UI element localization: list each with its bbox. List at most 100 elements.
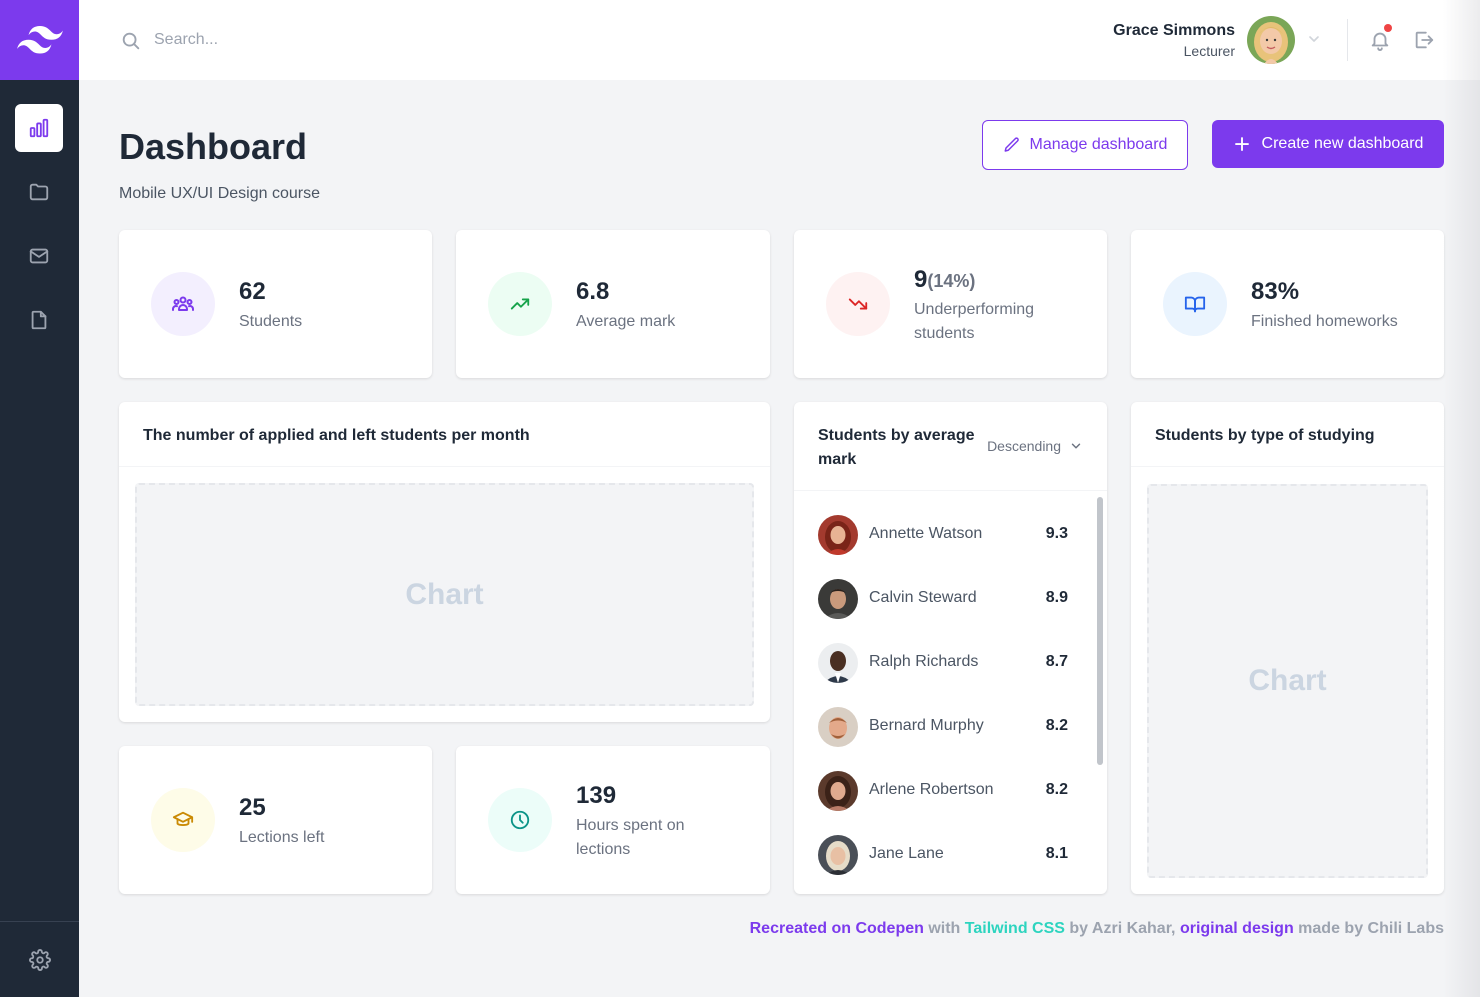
document-icon: [31, 310, 47, 330]
average-mark-icon-circle: [488, 272, 552, 336]
credits-footer: Recreated on Codepen with Tailwind CSS b…: [750, 920, 1444, 938]
underperforming-icon-circle: [826, 272, 890, 336]
student-name: Arlene Robertson: [869, 781, 994, 798]
hours-value: 139: [576, 782, 617, 809]
applied-left-chart: Chart: [135, 483, 754, 706]
list-item: Arlene Robertson 8.2: [818, 771, 1068, 811]
students-by-type-chart: Chart: [1147, 484, 1428, 878]
students-by-type-title: Students by type of studying: [1155, 427, 1375, 444]
student-name: Calvin Steward: [869, 589, 977, 606]
panel-divider: [1131, 466, 1444, 467]
stat-card-homeworks: 83% Finished homeworks: [1131, 230, 1444, 378]
search-input[interactable]: [154, 28, 454, 52]
stat-card-students: 62 Students: [119, 230, 432, 378]
user-name: Grace Simmons: [1113, 22, 1235, 39]
chili-labs-text: Chili Labs: [1367, 920, 1444, 937]
stat-card-average-mark: 6.8 Average mark: [456, 230, 770, 378]
student-name: Annette Watson: [869, 525, 983, 542]
folder-icon: [29, 183, 49, 201]
student-score: 8.9: [1045, 589, 1068, 606]
panel-divider: [794, 490, 1107, 491]
tailwind-logo-icon: [16, 26, 63, 54]
list-item: Annette Watson 9.3: [818, 515, 1068, 555]
page-subtitle: Mobile UX/UI Design course: [119, 185, 320, 202]
open-book-icon: [1184, 296, 1206, 313]
applied-left-panel: The number of applied and left students …: [119, 402, 770, 722]
underperforming-count: 9: [914, 266, 928, 293]
sidebar-settings[interactable]: [0, 921, 79, 997]
hours-label: Hours spent on lections: [576, 817, 685, 858]
plus-icon: [1234, 137, 1249, 151]
gear-icon: [28, 948, 51, 971]
students-label: Students: [239, 313, 303, 330]
pencil-icon: [1004, 137, 1019, 152]
avatar: [818, 643, 858, 683]
trending-down-icon: [848, 298, 868, 310]
chevron-down-icon[interactable]: [1306, 31, 1322, 47]
average-mark-label: Average mark: [576, 313, 676, 330]
stat-card-lections: 25 Lections left: [119, 746, 432, 894]
search-icon: [122, 32, 140, 50]
list-item: Ralph Richards 8.7: [818, 643, 1068, 683]
create-dashboard-button[interactable]: Create new dashboard: [1212, 120, 1444, 168]
original-design-link[interactable]: original design: [1179, 920, 1294, 937]
manage-dashboard-label: Manage dashboard: [1029, 136, 1168, 153]
homeworks-label: Finished homeworks: [1251, 313, 1398, 330]
student-score: 8.7: [1045, 653, 1068, 670]
nav-item-messages[interactable]: [15, 232, 63, 280]
average-mark-value: 6.8: [576, 278, 610, 305]
header-divider: [1347, 19, 1348, 61]
list-scrollbar-thumb[interactable]: [1097, 497, 1103, 765]
page-scroll-shade: [1443, 0, 1480, 997]
underperforming-value: 9(14%): [914, 266, 975, 294]
graduation-cap-icon: [172, 811, 194, 826]
panel-divider: [119, 466, 770, 467]
underperforming-percent: (14%): [927, 271, 976, 291]
list-item: Bernard Murphy 8.2: [818, 707, 1068, 747]
homeworks-icon-circle: [1163, 272, 1227, 336]
footer-made-by: made by: [1293, 920, 1368, 937]
user-avatar[interactable]: [1247, 16, 1295, 64]
list-item: Jane Lane 8.1: [818, 835, 1068, 875]
logout-icon[interactable]: [1412, 29, 1436, 51]
student-score: 8.2: [1045, 781, 1068, 798]
student-score: 8.1: [1045, 845, 1068, 862]
applied-left-title: The number of applied and left students …: [143, 427, 530, 444]
student-name: Bernard Murphy: [869, 717, 984, 734]
student-score: 9.3: [1045, 525, 1068, 542]
students-by-mark-panel: Students by average mark Descending Anne…: [794, 402, 1107, 894]
tailwind-link[interactable]: Tailwind CSS: [964, 920, 1065, 937]
manage-dashboard-button[interactable]: Manage dashboard: [982, 120, 1188, 170]
stat-card-hours: 139 Hours spent on lections: [456, 746, 770, 894]
student-score: 8.2: [1045, 717, 1068, 734]
user-role: Lecturer: [1183, 43, 1235, 59]
lections-icon-circle: [151, 788, 215, 852]
users-icon: [172, 296, 194, 311]
sort-dropdown-label: Descending: [987, 438, 1061, 454]
students-list: Annette Watson 9.3 Calvin Steward 8.9 Ra…: [794, 491, 1107, 886]
bell-icon[interactable]: [1369, 28, 1391, 52]
logo[interactable]: [0, 0, 79, 80]
nav-item-dashboard[interactable]: [15, 104, 63, 152]
sort-dropdown[interactable]: Descending: [987, 438, 1083, 454]
footer-with: with: [923, 920, 965, 937]
students-value: 62: [239, 278, 266, 305]
avatar: [818, 707, 858, 747]
students-by-type-panel: Students by type of studying Chart: [1131, 402, 1444, 894]
nav-item-folders[interactable]: [15, 168, 63, 216]
footer-by: by Azri Kahar,: [1064, 920, 1180, 937]
students-icon-circle: [151, 272, 215, 336]
students-by-mark-title: Students by average mark: [818, 427, 975, 468]
homeworks-value: 83%: [1251, 278, 1300, 305]
stat-card-underperforming: 9(14%) Underperforming students: [794, 230, 1107, 378]
clock-icon: [510, 810, 530, 830]
top-header: Grace Simmons Lecturer: [79, 0, 1480, 80]
avatar: [818, 835, 858, 875]
student-name: Jane Lane: [869, 845, 944, 862]
nav-item-documents[interactable]: [15, 296, 63, 344]
codepen-link[interactable]: Recreated on Codepen: [749, 920, 924, 937]
hours-icon-circle: [488, 788, 552, 852]
create-dashboard-label: Create new dashboard: [1261, 135, 1424, 152]
page-title: Dashboard: [119, 126, 308, 167]
avatar: [818, 515, 858, 555]
